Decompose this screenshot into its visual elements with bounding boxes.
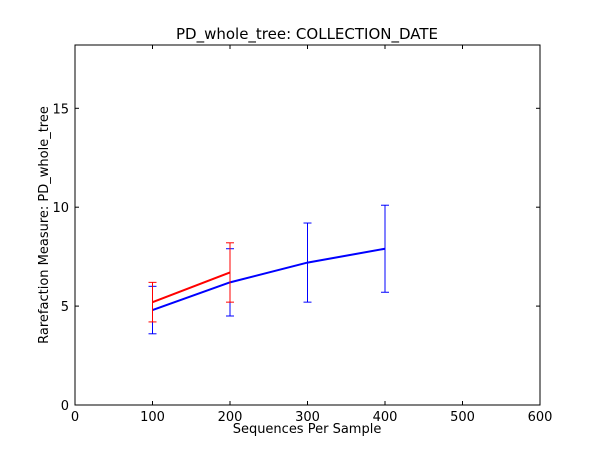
- x-tick-label: 200: [218, 410, 243, 425]
- y-tick-label: 5: [61, 300, 69, 315]
- x-tick-label: 100: [140, 410, 165, 425]
- y-axis-label: Rarefaction Measure: PD_whole_tree: [37, 106, 52, 344]
- x-tick-label: 300: [295, 410, 320, 425]
- x-tick-label: 600: [528, 410, 553, 425]
- chart-title: PD_whole_tree: COLLECTION_DATE: [176, 25, 438, 44]
- x-tick-label: 0: [71, 410, 79, 425]
- axis-ticks: 0 100 200 300 400 500 600 0 5 10 15: [52, 45, 552, 425]
- series-line: [152, 271, 231, 304]
- x-tick-label: 400: [373, 410, 398, 425]
- y-tick-label: 10: [52, 201, 69, 216]
- series-0: [148, 204, 389, 335]
- x-axis-label: Sequences Per Sample: [233, 422, 382, 437]
- y-tick-label: 0: [61, 399, 69, 414]
- series-line: [152, 247, 386, 311]
- series-layer: [148, 204, 389, 335]
- plot-frame: [74, 44, 541, 406]
- series-1: [148, 242, 234, 323]
- x-tick-label: 500: [450, 410, 475, 425]
- y-tick-label: 15: [52, 102, 69, 117]
